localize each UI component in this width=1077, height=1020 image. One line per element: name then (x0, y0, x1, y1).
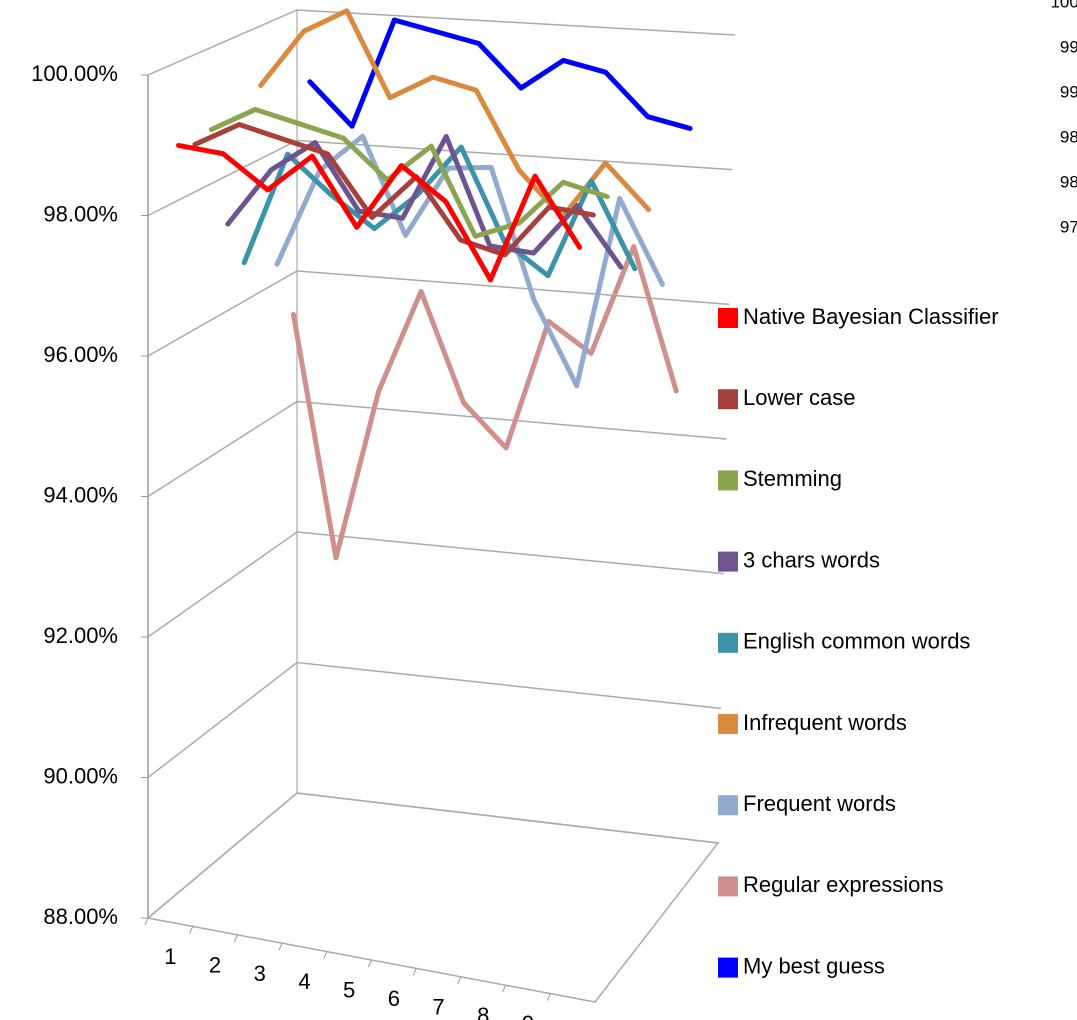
legend-swatch (718, 551, 738, 572)
y-tick-label: 96.00% (43, 342, 118, 367)
legend-swatch (718, 389, 738, 410)
x-tick-label: 5 (343, 978, 355, 1003)
inset-y-tick-label: 99.5 (1060, 37, 1077, 56)
x-tick (368, 959, 372, 968)
x-tick (323, 951, 328, 959)
x-tick (457, 976, 462, 984)
legend-swatch (718, 308, 738, 328)
x-tick-label: 3 (254, 961, 266, 986)
inset-y-tick-label: 100.0 (1050, 0, 1077, 11)
legend-label: Native Bayesian Classifier (743, 304, 999, 329)
x-tick-label: 6 (388, 986, 400, 1011)
inset-y-tick-label: 98.5 (1060, 127, 1077, 146)
grid-line (147, 270, 730, 357)
inset-y-tick-label: 98.0 (1060, 172, 1077, 191)
x-tick-label: 9 (522, 1011, 534, 1020)
x-tick (144, 917, 149, 926)
grid-line (147, 9, 736, 76)
x-tick (502, 985, 507, 993)
grid-line (147, 661, 721, 779)
x-tick (233, 934, 238, 942)
x-tick-label: 7 (432, 994, 444, 1019)
legend-swatch (718, 876, 738, 897)
series-line (192, 122, 596, 258)
x-tick-label: 1 (164, 944, 176, 969)
legend-swatch (718, 795, 738, 816)
legend-label: Regular expressions (743, 872, 944, 897)
floor (146, 792, 720, 1003)
legend-label: 3 chars words (743, 547, 880, 572)
legend-label: Frequent words (743, 791, 896, 816)
series-line (225, 133, 624, 270)
grid-line (147, 400, 727, 498)
legend-label: Lower case (743, 385, 856, 410)
y-tick-label: 94.00% (43, 482, 118, 507)
series-line (208, 106, 610, 239)
legend-label: Infrequent words (743, 710, 907, 735)
y-tick-label: 98.00% (43, 201, 118, 226)
series-line (307, 17, 693, 131)
x-tick (189, 926, 194, 934)
x-tick (412, 968, 417, 976)
inset-y-tick-label: 99.0 (1060, 82, 1077, 101)
y-tick-label: 92.00% (43, 623, 118, 648)
x-tick-label: 2 (209, 952, 221, 977)
legend-label: English common words (743, 629, 970, 654)
x-tick (546, 993, 551, 1001)
legend-label: My best guess (743, 953, 885, 978)
grid-line (147, 792, 719, 919)
legend-swatch (718, 470, 738, 491)
legend-swatch (718, 957, 738, 978)
x-tick-label: 4 (298, 969, 310, 994)
grid-line (147, 531, 724, 638)
legend-swatch (718, 714, 738, 734)
x-tick (278, 943, 283, 951)
y-tick-label: 90.00% (43, 763, 118, 788)
x-tick-label: 8 (477, 1003, 489, 1020)
inset-y-tick-label: 97.5 (1060, 217, 1077, 236)
y-tick-label: 100.00% (31, 61, 118, 86)
grid-line (147, 139, 733, 217)
y-tick-label: 88.00% (43, 904, 118, 929)
series-line (290, 244, 679, 561)
legend-label: Stemming (743, 466, 842, 491)
series-line (176, 142, 583, 283)
legend-swatch (718, 632, 738, 653)
